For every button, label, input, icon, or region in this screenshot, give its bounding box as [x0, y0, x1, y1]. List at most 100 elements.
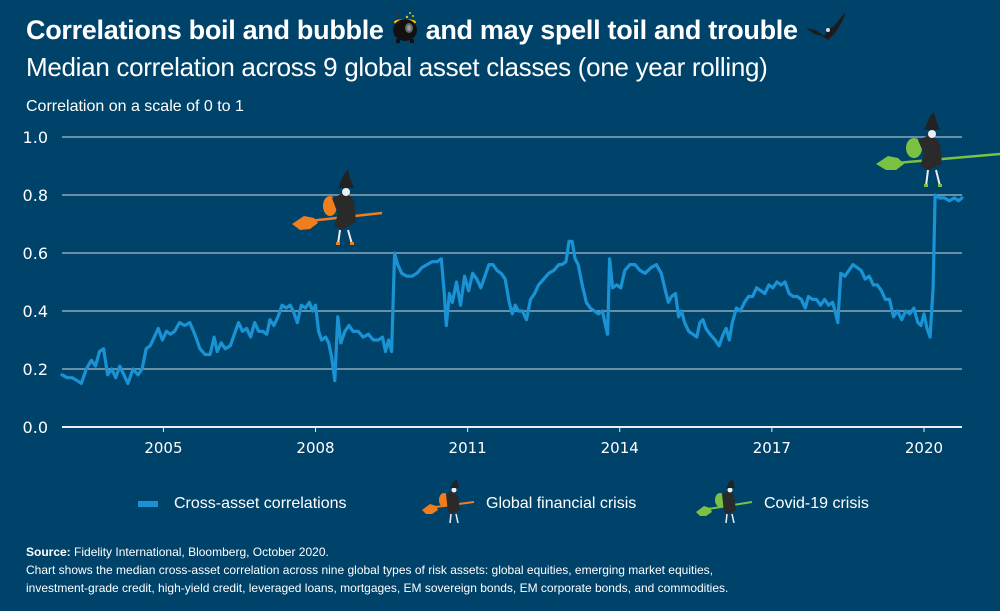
data-point: [787, 292, 791, 295]
data-point: [834, 312, 837, 316]
data-point: [884, 298, 887, 301]
green-witch-icon: [876, 112, 1000, 187]
data-point: [90, 359, 93, 362]
data-point: [628, 263, 632, 266]
data-point: [118, 364, 122, 368]
data-point: [436, 260, 439, 263]
data-point: [922, 312, 926, 316]
note-line-1: Chart shows the median cross-asset corre…: [26, 563, 713, 577]
data-point: [667, 301, 670, 304]
data-point: [597, 312, 600, 316]
data-point: [459, 304, 462, 307]
data-point: [670, 295, 673, 298]
data-point: [212, 335, 216, 339]
data-point: [811, 298, 814, 301]
data-point: [888, 298, 891, 301]
data-point: [739, 309, 742, 313]
source-label: Source:: [26, 545, 71, 559]
data-point: [517, 309, 520, 313]
data-point: [289, 304, 292, 307]
data-point: [268, 318, 272, 321]
data-point: [377, 338, 380, 342]
data-point: [169, 333, 172, 336]
data-point: [161, 338, 164, 342]
data-point: [390, 350, 393, 353]
data-point: [674, 292, 677, 295]
data-point: [638, 269, 642, 272]
y-tick-label: 0.4: [23, 302, 48, 321]
data-point: [747, 295, 750, 298]
data-point: [198, 347, 202, 350]
data-point: [775, 280, 779, 284]
data-point: [495, 269, 499, 272]
data-point: [224, 347, 227, 350]
data-point: [208, 353, 212, 356]
data-point: [487, 263, 491, 266]
data-point: [463, 275, 466, 278]
data-point: [430, 260, 434, 263]
data-point: [405, 275, 408, 278]
data-point: [601, 309, 604, 313]
data-point: [76, 379, 79, 382]
data-point: [347, 324, 351, 327]
data-point: [859, 269, 863, 272]
data-point: [743, 301, 746, 304]
data-point: [695, 335, 698, 339]
data-point: [831, 301, 834, 304]
data-point: [759, 289, 762, 292]
data-point: [102, 347, 105, 350]
y-tick-label: 0.8: [23, 186, 48, 205]
data-point: [552, 269, 555, 272]
data-point: [126, 382, 130, 385]
data-point: [65, 376, 69, 379]
data-point: [537, 283, 540, 287]
data-point: [508, 301, 511, 304]
data-point: [573, 257, 577, 260]
title-part-1: Correlations boil and bubble: [26, 15, 384, 45]
data-point: [779, 283, 783, 287]
data-point: [448, 292, 451, 295]
data-point: [467, 289, 470, 292]
data-point: [880, 289, 883, 292]
data-point: [314, 304, 317, 307]
legend-item-gfc: Global financial crisis: [422, 479, 636, 524]
data-point: [698, 321, 702, 324]
data-point: [257, 330, 260, 333]
y-tick-label: 0.0: [23, 418, 48, 437]
data-point: [475, 277, 478, 281]
data-point: [604, 324, 607, 327]
x-tick-label: 2011: [449, 439, 487, 457]
legend-item-cross-asset: Cross-asset correlations: [138, 484, 347, 524]
data-point: [296, 321, 299, 324]
data-point: [94, 364, 97, 368]
data-point: [560, 263, 564, 266]
data-point: [420, 266, 424, 269]
data-point: [410, 275, 414, 278]
data-point: [585, 301, 588, 304]
data-point: [245, 327, 248, 330]
data-point: [381, 335, 384, 339]
data-point: [928, 335, 932, 339]
data-point: [320, 338, 323, 342]
data-point: [511, 312, 514, 316]
data-point: [547, 272, 550, 275]
data-point: [514, 304, 517, 307]
bat-icon: [804, 12, 850, 49]
data-point: [479, 286, 482, 289]
data-point: [767, 283, 770, 287]
data-point: [557, 263, 561, 266]
data-point: [751, 295, 754, 298]
data-point: [415, 272, 419, 275]
data-point: [912, 306, 915, 310]
data-point: [904, 309, 907, 313]
data-point: [611, 286, 614, 289]
data-point: [731, 321, 734, 324]
data-point: [872, 283, 875, 287]
data-point: [660, 272, 663, 275]
x-tick-label: 2008: [296, 439, 334, 457]
data-point: [763, 292, 766, 295]
data-point: [165, 330, 168, 333]
x-tick-label: 2005: [144, 439, 182, 457]
data-point: [157, 327, 160, 330]
data-point: [149, 344, 152, 347]
